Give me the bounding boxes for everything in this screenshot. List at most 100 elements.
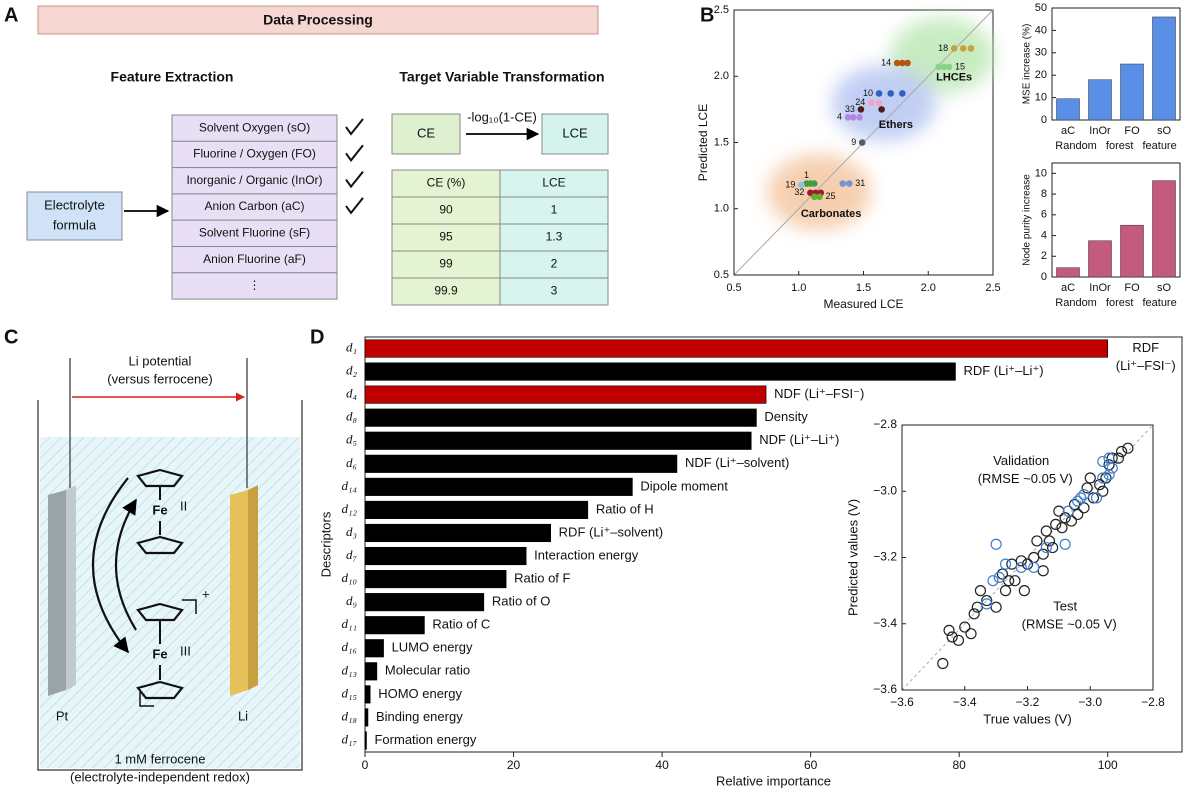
table-cell [391, 223, 501, 252]
feature-row [171, 272, 338, 300]
data-point [867, 99, 875, 107]
data-point [810, 193, 818, 201]
metal-label: Fe [152, 646, 167, 661]
table-cell [499, 169, 609, 198]
y-tick-label: d₁₂ [341, 501, 357, 516]
data-point [1056, 522, 1068, 534]
bar [1152, 180, 1176, 278]
bar [364, 477, 633, 496]
cluster-halo [831, 65, 936, 142]
data-point [810, 180, 818, 187]
caption: (electrolyte-independent redox) [70, 769, 250, 784]
feature-row [171, 140, 338, 169]
table-text: 3 [551, 284, 558, 298]
x-tick-label: 2.0 [921, 282, 936, 294]
y-tick-label: −3.4 [873, 616, 897, 630]
potential-label: Li potential [129, 353, 192, 368]
data-point [798, 181, 805, 189]
data-point [899, 59, 906, 67]
input-box [26, 191, 123, 241]
bar [1120, 63, 1144, 121]
data-point [1103, 452, 1115, 464]
x-axis-label: Measured LCE [823, 297, 903, 311]
x-tick-label: −3.6 [890, 695, 914, 709]
table-text: 1.3 [546, 230, 563, 244]
y-tick-label: d₂ [346, 363, 358, 378]
data-point [1018, 585, 1030, 597]
data-point [1015, 561, 1027, 574]
data-point [1097, 472, 1109, 484]
data-point [887, 90, 894, 97]
table-text: 90 [439, 203, 453, 217]
table-text: 95 [439, 230, 453, 244]
y-tick-label: 0 [1041, 114, 1047, 126]
x-tick-label: 60 [804, 758, 818, 772]
point-label: 4 [837, 112, 842, 122]
panel-letter: C [4, 326, 18, 348]
x-tick-label: FO [1124, 125, 1140, 137]
data-point [1090, 492, 1103, 504]
bar-label: (Li⁺–FSI⁻) [1116, 358, 1176, 373]
data-point [1097, 455, 1109, 468]
data-point [845, 180, 853, 187]
li-electrode [248, 485, 258, 690]
x-tick-label: 0 [362, 758, 369, 772]
table-text: 99 [439, 257, 453, 271]
electrode-label: Pt [56, 708, 69, 723]
data-point [952, 634, 965, 646]
table-text: 2 [551, 257, 558, 271]
bar [1152, 16, 1176, 121]
y-tick-label: d₁ [346, 340, 357, 355]
y-tick-label: −3.2 [873, 550, 897, 564]
data-point [849, 114, 857, 121]
x-tick-label: 40 [655, 758, 669, 772]
y-tick-label: d₁₀ [341, 570, 357, 585]
bar-label: Ratio of H [596, 501, 654, 516]
table-cell [499, 223, 609, 252]
bar-label: Molecular ratio [385, 663, 470, 678]
lce-box [541, 113, 609, 155]
y-tick-label: 1.0 [714, 203, 729, 215]
panel-title: Data Processing [263, 12, 373, 28]
reference-line [901, 424, 1154, 691]
y-tick-label: −3.6 [873, 682, 897, 696]
pt-electrode [66, 485, 76, 690]
feature-label: Fluorine / Oxygen (FO) [193, 147, 316, 161]
point-label: 19 [785, 179, 795, 189]
cluster-label: Ethers [879, 119, 913, 131]
feature-row [171, 114, 338, 142]
data-point [1075, 492, 1087, 504]
bracket [139, 692, 154, 707]
bar-label: NDF (Li⁺–solvent) [685, 455, 789, 470]
y-tick-label: d₁₁ [341, 616, 357, 631]
bar [1088, 240, 1112, 278]
table-text: 1 [551, 203, 558, 217]
caption: 1 mM ferrocene [114, 751, 205, 766]
y-tick-label: 6 [1041, 209, 1047, 221]
data-point [1062, 505, 1074, 517]
y-tick-label: d₃ [346, 524, 357, 539]
data-point [981, 598, 993, 610]
data-point [1084, 472, 1096, 484]
point-label: 25 [825, 191, 835, 201]
data-point [1040, 541, 1052, 554]
panel-letter: D [310, 326, 324, 348]
data-point [1100, 472, 1112, 484]
bar [364, 385, 767, 404]
bar [364, 593, 485, 612]
y-tick-label: d₁₈ [341, 708, 357, 723]
bracket [182, 599, 197, 614]
data-point [1122, 442, 1134, 454]
bar-label: HOMO energy [378, 686, 462, 701]
x-axis-label: Relative importance [716, 773, 831, 788]
check-mark [345, 144, 364, 162]
x-tick-label: sO [1157, 282, 1172, 294]
oxidation-state: III [180, 643, 191, 658]
data-point [1065, 515, 1078, 527]
point-label: 18 [938, 43, 948, 53]
y-tick-label: 4 [1041, 229, 1047, 241]
data-point [1059, 538, 1071, 550]
data-point [1106, 462, 1118, 474]
beaker [37, 400, 303, 771]
